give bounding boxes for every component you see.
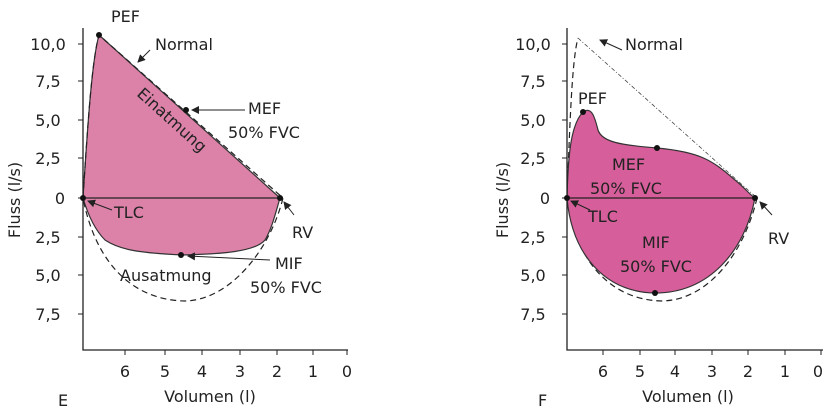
label-rv: RV [768, 229, 789, 248]
arrow [283, 201, 295, 216]
x-tick: 6 [120, 362, 130, 381]
label-normal: Normal [625, 35, 683, 54]
arrow [599, 39, 623, 51]
x-tick: 5 [635, 362, 645, 381]
panel-letter: E [58, 391, 68, 410]
label-mef-sub: 50% FVC [228, 123, 300, 142]
y-tick: 10,0 [515, 35, 551, 54]
y-tick: 5,0 [520, 266, 545, 285]
y-tick: 2,5 [35, 228, 60, 247]
points [564, 109, 758, 296]
y-tick: 7,5 [520, 305, 545, 324]
label-normal: Normal [155, 35, 213, 54]
arrow [570, 200, 591, 211]
panel-letter: F [538, 391, 547, 410]
y-label: Fluss (l/s) [5, 162, 24, 238]
x-tick: 3 [707, 362, 717, 381]
arrow [759, 201, 773, 216]
y-tick: 7,5 [35, 305, 60, 324]
y-tick: 2,5 [35, 149, 60, 168]
loop-area [82, 33, 281, 256]
x-tick: 5 [160, 362, 170, 381]
label-tlc: TLC [587, 207, 618, 226]
label-expiration: Ausatmung [120, 266, 212, 285]
x-tick: 1 [308, 362, 318, 381]
y-tick: 5,0 [520, 111, 545, 130]
y-tick: 2,5 [520, 149, 545, 168]
label-mef: MEF [248, 99, 281, 118]
x-label: Volumen (l) [164, 387, 256, 406]
arrow [187, 252, 271, 261]
y-label: Fluss (l/s) [493, 162, 512, 238]
ticks [78, 43, 348, 355]
y-tick: 7,5 [520, 72, 545, 91]
x-tick: 4 [197, 362, 207, 381]
label-mef-sub: 50% FVC [590, 179, 662, 198]
label-mif: MIF [642, 233, 670, 252]
panel-f: 10,0 7,5 5,0 2,5 0 2,5 5,0 7,5 6 5 4 3 2… [493, 28, 823, 410]
x-tick: 1 [780, 362, 790, 381]
y-tick: 10,0 [30, 35, 66, 54]
arrow [137, 49, 151, 63]
arrow [87, 199, 113, 211]
label-mif: MIF [275, 254, 303, 273]
x-tick: 4 [670, 362, 680, 381]
y-tick: 5,0 [35, 111, 60, 130]
x-tick: 6 [598, 362, 608, 381]
x-tick: 2 [272, 362, 282, 381]
axes [566, 28, 823, 351]
label-pef: PEF [578, 89, 607, 108]
normal-curve [577, 37, 758, 199]
normal-curve [82, 33, 284, 302]
y-tick: 7,5 [35, 72, 60, 91]
y-tick: 0 [55, 189, 65, 208]
y-tick: 5,0 [35, 266, 60, 285]
label-pef: PEF [111, 7, 140, 26]
x-tick: 0 [342, 362, 352, 381]
normal-curve [566, 37, 579, 199]
y-tick: 2,5 [520, 228, 545, 247]
label-mef: MEF [612, 155, 645, 174]
label-tlc: TLC [113, 203, 144, 222]
axes [82, 28, 348, 351]
label-mif-sub: 50% FVC [250, 278, 322, 297]
ticks [562, 43, 822, 355]
panel-e: 10,0 7,5 5,0 2,5 0 2,5 5,0 7,5 6 5 4 3 2… [5, 7, 352, 410]
x-tick: 0 [813, 362, 823, 381]
label-mif-sub: 50% FVC [620, 257, 692, 276]
points [80, 32, 283, 258]
x-tick: 3 [235, 362, 245, 381]
x-tick: 2 [743, 362, 753, 381]
x-label: Volumen (l) [642, 387, 734, 406]
y-tick: 0 [540, 189, 550, 208]
label-rv: RV [292, 223, 313, 242]
